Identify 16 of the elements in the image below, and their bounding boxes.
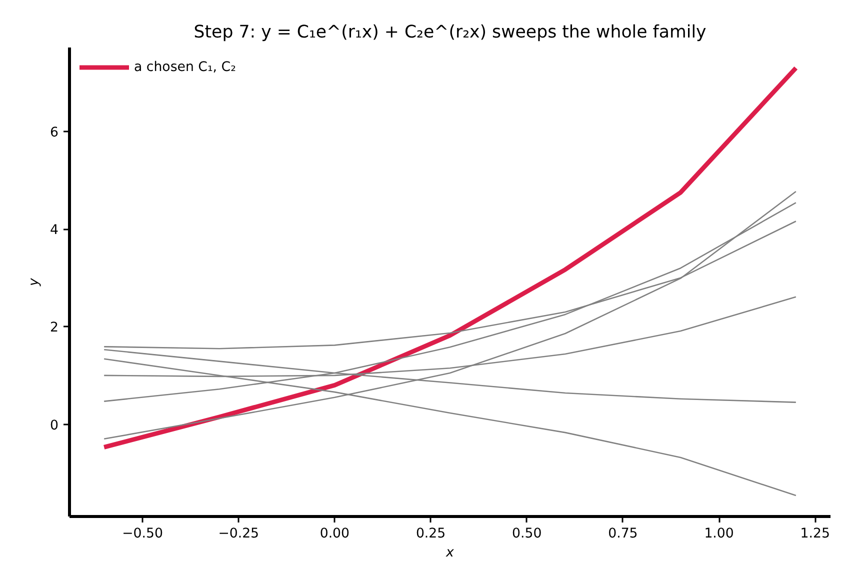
x-tick-label: 0.50: [512, 526, 542, 542]
x-tick-label: 1.25: [800, 526, 830, 542]
y-tick-label: 6: [50, 125, 59, 140]
x-tick-label: −0.50: [122, 526, 163, 542]
x-axis-title: x: [445, 546, 454, 560]
chart-title: Step 7: y = C₁e^(r₁x) + C₂e^(r₂x) sweeps the whole family: [194, 22, 706, 42]
x-tick-label: 0.75: [608, 526, 638, 542]
y-tick-label: 0: [50, 418, 59, 434]
x-tick-label: −0.25: [218, 526, 260, 542]
y-tick-label: 2: [50, 320, 59, 336]
x-tick-label: 0.25: [416, 526, 446, 542]
legend-label: a chosen C₁, C₂: [134, 60, 236, 74]
x-tick-label: 0.00: [320, 526, 350, 542]
x-tick-label: 1.00: [704, 526, 734, 542]
y-tick-label: 4: [50, 223, 59, 238]
y-axis-title: y: [27, 276, 42, 287]
